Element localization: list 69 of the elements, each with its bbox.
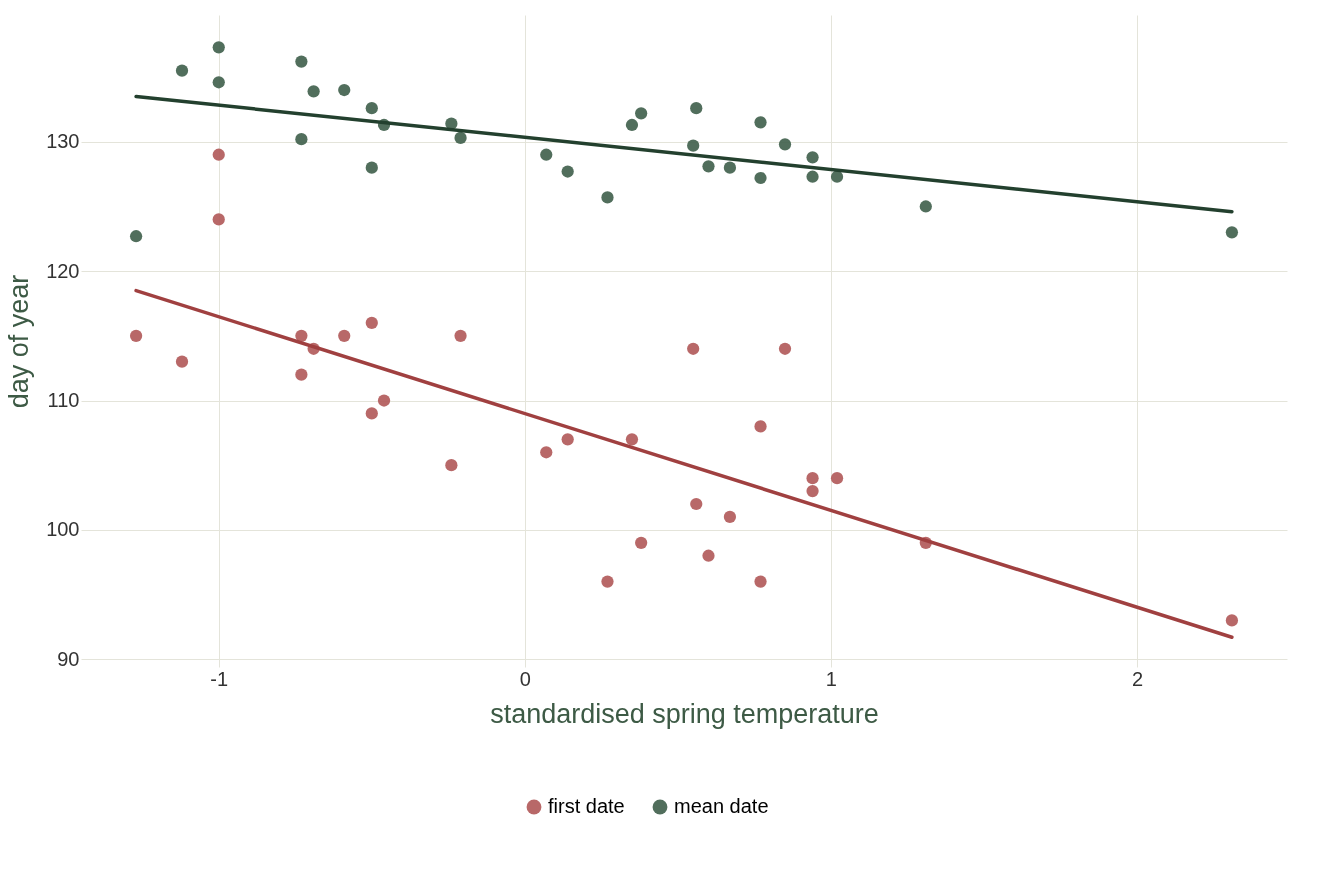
point — [635, 107, 648, 120]
x-tick-label: -1 — [210, 667, 229, 690]
point — [338, 329, 351, 342]
point — [129, 329, 143, 342]
point — [1225, 226, 1239, 239]
point — [625, 433, 639, 446]
point — [806, 151, 819, 164]
point — [540, 446, 553, 459]
point — [377, 394, 391, 407]
y-axis-title: day of year — [4, 274, 35, 409]
point — [307, 85, 320, 98]
point — [295, 55, 308, 68]
y-tick-label: 130 — [46, 130, 80, 153]
point — [365, 407, 378, 420]
point — [778, 138, 792, 151]
point — [702, 160, 715, 173]
point — [754, 171, 767, 185]
point — [212, 148, 225, 161]
point — [754, 420, 767, 433]
point — [561, 165, 574, 178]
point — [723, 510, 737, 524]
point — [754, 575, 767, 588]
point — [778, 342, 792, 355]
point — [723, 161, 737, 174]
point — [830, 472, 844, 485]
point — [338, 83, 351, 97]
legend-label: first date — [548, 795, 625, 817]
point — [754, 116, 767, 129]
point — [212, 76, 225, 89]
point — [540, 148, 553, 161]
point — [454, 329, 467, 342]
x-axis-title: standardised spring temperature — [490, 698, 879, 729]
point — [635, 536, 648, 549]
point — [806, 472, 819, 485]
y-tick-label: 110 — [47, 389, 80, 412]
x-tick-label: 0 — [519, 667, 531, 690]
point — [601, 191, 614, 204]
point — [445, 459, 458, 472]
point — [212, 41, 225, 54]
y-tick-label: 100 — [46, 518, 80, 541]
point — [561, 433, 574, 446]
point — [175, 64, 189, 77]
point — [687, 139, 700, 152]
point — [601, 575, 614, 588]
point — [295, 368, 308, 381]
y-tick-label: 90 — [57, 647, 80, 670]
point — [919, 200, 932, 213]
x-tick-label: 2 — [1131, 667, 1144, 690]
point — [365, 102, 378, 115]
point — [175, 355, 189, 368]
point — [806, 484, 819, 498]
point — [295, 329, 308, 342]
legend-label: mean date — [674, 795, 769, 817]
point — [690, 102, 703, 115]
point — [690, 497, 703, 511]
point — [365, 316, 378, 329]
point — [806, 170, 819, 183]
point — [702, 549, 715, 562]
x-tick-label: 1 — [825, 667, 837, 690]
point — [625, 118, 639, 132]
point — [1225, 614, 1239, 627]
point — [129, 230, 143, 243]
y-tick-label: 120 — [46, 259, 80, 282]
point — [212, 213, 225, 226]
point — [295, 133, 308, 146]
point — [687, 342, 700, 355]
point — [454, 131, 467, 145]
point — [365, 161, 378, 174]
point — [830, 170, 844, 183]
